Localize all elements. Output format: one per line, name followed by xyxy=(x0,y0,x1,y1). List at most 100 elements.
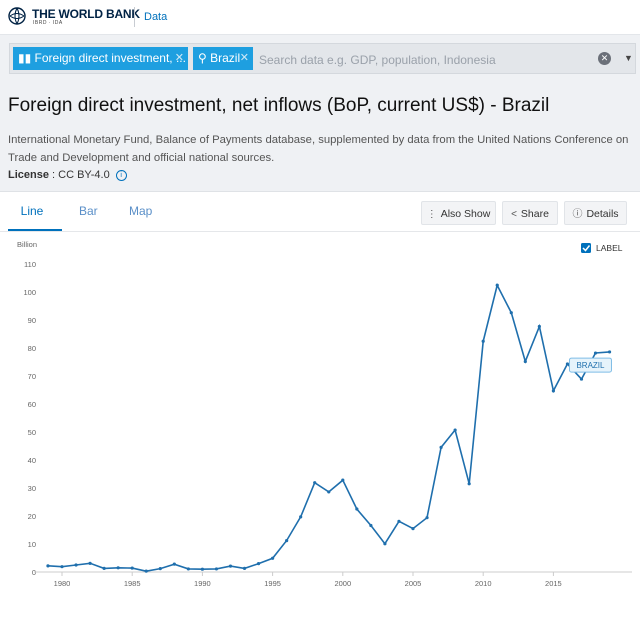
data-point[interactable] xyxy=(299,515,303,519)
share-icon: < xyxy=(511,209,517,220)
series-label: BRAZIL xyxy=(568,357,612,373)
series-points xyxy=(46,283,612,573)
data-point[interactable] xyxy=(256,562,261,566)
data-point[interactable] xyxy=(102,566,106,570)
data-point[interactable] xyxy=(383,542,387,546)
data-link[interactable]: Data xyxy=(144,11,168,23)
page-title: Foreign direct investment, net inflows (… xyxy=(8,95,550,116)
data-point[interactable] xyxy=(523,359,527,364)
data-point[interactable] xyxy=(495,283,499,287)
data-point[interactable] xyxy=(369,523,373,528)
data-point[interactable] xyxy=(271,556,275,560)
data-point[interactable] xyxy=(453,428,457,432)
source-description: International Monetary Fund, Balance of … xyxy=(8,134,629,164)
data-point[interactable] xyxy=(214,567,219,571)
chevron-down-icon[interactable]: ▼ xyxy=(624,53,633,63)
data-point[interactable] xyxy=(313,481,317,485)
data-point[interactable] xyxy=(172,562,176,566)
data-point[interactable] xyxy=(425,516,429,520)
y-axis: 0 10 20 30 40 50 60 70 80 90 100 110 xyxy=(23,260,36,577)
data-point[interactable] xyxy=(116,566,120,570)
tab-map[interactable]: Map xyxy=(129,204,153,218)
logo-divider xyxy=(134,7,135,27)
y-tick-label: 30 xyxy=(28,484,36,493)
top-bar: THE WORLD BANK IBRD · IDA Data xyxy=(0,0,640,35)
data-point[interactable] xyxy=(46,564,50,568)
y-tick-label: 60 xyxy=(28,400,36,409)
data-point[interactable] xyxy=(537,324,541,329)
tabs-divider xyxy=(0,231,640,232)
license: License : CC BY-4.0 i xyxy=(8,169,127,181)
y-tick-label: 10 xyxy=(28,540,36,549)
data-point[interactable] xyxy=(551,389,556,393)
series-label-box xyxy=(568,357,612,373)
data-point[interactable] xyxy=(285,539,289,543)
data-point[interactable] xyxy=(341,478,345,482)
indicator-chip[interactable]: ▮▮ Foreign direct investment, ... ✕ xyxy=(13,47,188,70)
also-show-label: Also Show xyxy=(440,208,491,220)
data-point[interactable] xyxy=(355,507,359,511)
series-label-text: BRAZIL xyxy=(576,361,605,370)
data-point[interactable] xyxy=(509,311,513,315)
chart-panel: Line Bar Map ⋮ Also Show < Share ⓘ Details … xyxy=(0,191,640,637)
info-icon[interactable]: i xyxy=(115,170,127,181)
remove-indicator-icon[interactable]: ✕ xyxy=(174,52,184,64)
data-point[interactable] xyxy=(607,350,612,354)
data-point[interactable] xyxy=(228,564,233,568)
label-toggle[interactable]: LABEL xyxy=(581,243,623,253)
license-value[interactable]: : CC BY-4.0 xyxy=(48,169,110,181)
x-tick-label: 1985 xyxy=(124,579,141,588)
data-point[interactable] xyxy=(565,362,570,366)
country-chip[interactable]: ⚲ Brazil ✕ xyxy=(193,47,253,70)
data-point[interactable] xyxy=(60,565,64,569)
clear-search-icon[interactable]: ✕ xyxy=(598,52,611,65)
data-point[interactable] xyxy=(74,563,78,567)
also-show-button[interactable]: ⋮ Also Show xyxy=(421,201,496,225)
logo-subtitle: IBRD · IDA xyxy=(33,20,63,26)
x-tick-label: 1980 xyxy=(54,579,71,588)
label-toggle-text: LABEL xyxy=(596,243,623,253)
data-point[interactable] xyxy=(130,566,134,570)
x-tick-label: 2000 xyxy=(334,579,351,588)
logo-name[interactable]: THE WORLD BANK xyxy=(32,7,140,21)
label-checkbox[interactable] xyxy=(581,243,591,253)
world-bank-logo-icon[interactable] xyxy=(8,7,26,25)
data-point[interactable] xyxy=(186,567,190,571)
data-point[interactable] xyxy=(593,351,598,355)
details-button[interactable]: ⓘ Details xyxy=(564,201,627,225)
country-chip-label: Brazil xyxy=(210,51,241,65)
y-tick-label: 70 xyxy=(28,372,36,381)
data-point[interactable] xyxy=(439,445,443,449)
more-vertical-icon: ⋮ xyxy=(426,209,437,220)
data-point[interactable] xyxy=(467,482,471,486)
y-tick-label: 20 xyxy=(28,512,36,521)
data-point[interactable] xyxy=(88,561,92,565)
data-point[interactable] xyxy=(144,569,148,573)
data-point[interactable] xyxy=(327,490,331,494)
data-point[interactable] xyxy=(579,377,584,381)
search-bar: ▮▮ Foreign direct investment, ... ✕ ⚲ Br… xyxy=(9,43,636,74)
tab-line[interactable]: Line xyxy=(20,204,44,218)
y-tick-label: 40 xyxy=(28,456,36,465)
data-point[interactable] xyxy=(397,519,401,523)
y-tick-label: 110 xyxy=(24,260,36,269)
remove-country-icon[interactable]: ✕ xyxy=(239,52,249,64)
share-button[interactable]: < Share xyxy=(502,201,558,225)
y-tick-label: 0 xyxy=(32,568,36,577)
data-point[interactable] xyxy=(242,566,247,570)
tab-bar[interactable]: Bar xyxy=(79,204,98,218)
data-point[interactable] xyxy=(481,339,485,343)
x-tick-label: 1995 xyxy=(264,579,281,588)
data-point[interactable] xyxy=(158,567,162,571)
bar-chart-icon: ▮▮ xyxy=(18,51,35,65)
y-tick-label: 100 xyxy=(23,288,36,297)
share-label: Share xyxy=(520,208,549,220)
data-point[interactable] xyxy=(411,527,415,531)
info-circle-icon: ⓘ xyxy=(572,209,583,220)
license-label: License xyxy=(8,169,49,181)
search-input[interactable] xyxy=(257,47,591,72)
checkmark-icon xyxy=(582,245,591,252)
location-pin-icon: ⚲ xyxy=(198,51,211,65)
data-point[interactable] xyxy=(200,567,204,571)
